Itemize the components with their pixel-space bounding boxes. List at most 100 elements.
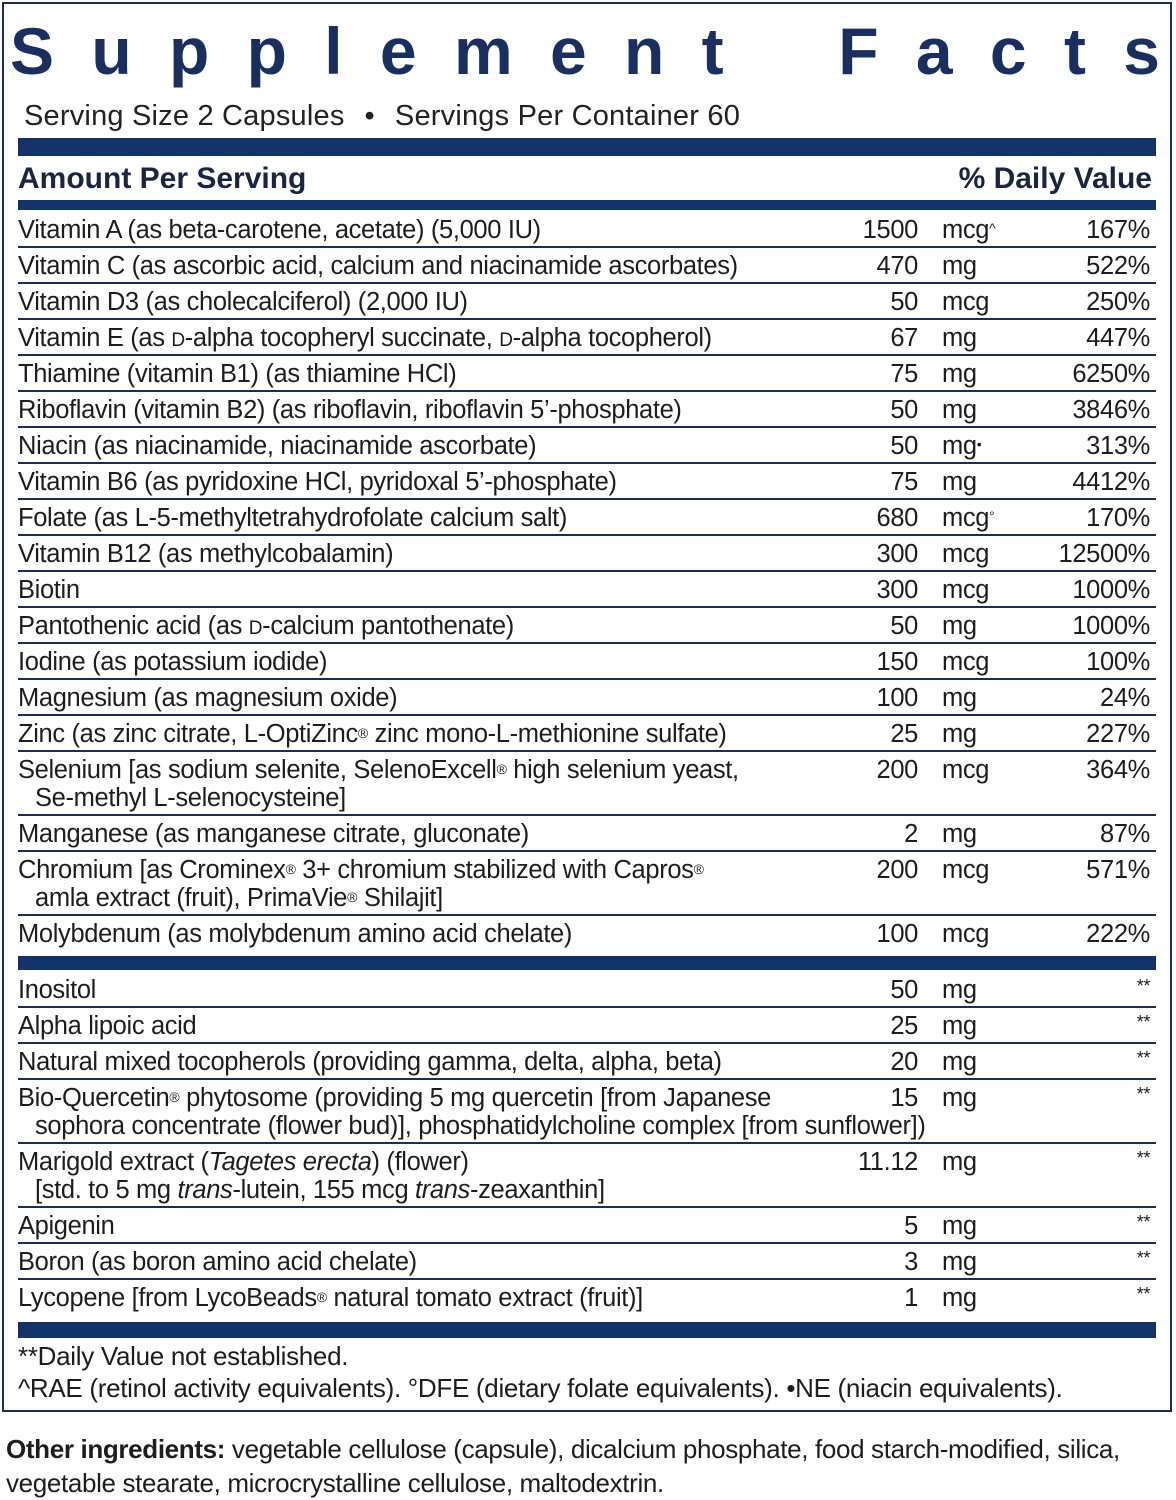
name-line: Vitamin E (as D-alpha tocopheryl succina… [18,324,712,352]
table-row: Zinc (as zinc citrate, L-OptiZinc® zinc … [18,716,1156,752]
name-line: Biotin [18,576,80,604]
name-segment: trans [415,1176,470,1204]
ingredient-name: Molybdenum (as molybdenum amino acid che… [18,920,858,948]
daily-value: 250% [1086,288,1150,316]
table-row: Vitamin B12 (as methylcobalamin) 300 mcg 12… [18,536,1156,572]
table-row: Magnesium (as magnesium oxide) 100 mg 24% [18,680,1156,716]
daily-value: 12500% [1058,540,1151,568]
name-segment: Folate (as L-5-methyltetrahydrofolate ca… [18,504,568,532]
ingredient-name: Vitamin B12 (as methylcobalamin) [18,540,858,568]
unit: mg [942,612,977,640]
daily-value: 87% [1100,820,1150,848]
table-row: Iodine (as potassium iodide) 150 mcg 100% [18,644,1156,680]
unit: mg [942,684,977,712]
unit: mg [942,1148,977,1176]
table-row: Lycopene [from LycoBeads® natural tomato… [18,1280,1156,1316]
table-row: Pantothenic acid (as D-calcium pantothen… [18,608,1156,644]
name-line: Pantothenic acid (as D-calcium pantothen… [18,612,514,640]
name-segment: trans [177,1176,233,1204]
name-line: Vitamin A (as beta-carotene, acetate) (5… [18,216,541,244]
name-segment: high selenium yeast, [506,756,739,784]
ingredient-name: Biotin [18,576,858,604]
unit-text: mg [942,1248,977,1276]
table-row: Thiamine (vitamin B1) (as thiamine HCl) 7… [18,356,1156,392]
name-line: Bio-Quercetin® phytosome (providing 5 mg… [18,1084,771,1112]
amount: 75 [890,360,918,388]
ingredient-name: Manganese (as manganese citrate, glucona… [18,820,858,848]
amount: 2 [904,820,918,848]
name-line: Vitamin B12 (as methylcobalamin) [18,540,394,568]
name-segment: Marigold extract ( [18,1148,209,1176]
daily-value: ** [1136,1012,1151,1032]
amount: 150 [876,648,919,676]
title-letter: m [453,14,513,88]
unit-text: mcg [942,504,990,532]
title-letter: a [915,14,953,88]
unit-text: mg [942,1284,977,1312]
unit: mcg [942,920,989,948]
name-segment: Chromium [as Crominex [18,856,286,884]
name-line: sophora concentrate (flower bud)], phosp… [18,1112,926,1140]
name-segment: ® [496,761,507,777]
title-letter: l [324,14,343,88]
daily-value: ** [1136,1048,1151,1068]
table-row: Folate (as L-5-methyltetrahydrofolate ca… [18,500,1156,536]
amount: 25 [890,1012,918,1040]
servings-per-container: Servings Per Container 60 [394,100,741,132]
amount: 75 [890,468,918,496]
ingredient-name: Vitamin E (as D-alpha tocopheryl succina… [18,324,858,355]
name-segment: ® [316,1289,327,1305]
name-segment: Alpha lipoic acid [18,1012,197,1040]
table-row: Chromium [as Crominex® 3+ chromium stabi… [18,852,1156,916]
amount: 5 [904,1212,918,1240]
name-segment: zinc mono-L-methionine sulfate) [367,720,727,748]
amount: 300 [876,540,919,568]
unit-text: mg [942,360,977,388]
table-row: Molybdenum (as molybdenum amino acid che… [18,916,1156,952]
name-line: Chromium [as Crominex® 3+ chromium stabi… [18,856,704,884]
title-letter: p [246,14,287,88]
name-segment: D [499,330,513,351]
footnote-mark: • [976,436,982,452]
name-segment: Pantothenic acid (as [18,612,249,640]
unit: mcg^ [942,216,996,244]
unit: mcg [942,576,989,604]
unit-text: mg [942,612,977,640]
unit: mg [942,1084,977,1112]
table-row: Apigenin 5 mg ** [18,1208,1156,1244]
footnote-equivalents: ^RAE (retinol activity equivalents). °DF… [18,1373,1063,1403]
name-line: Se-methyl L-selenocysteine] [18,784,858,812]
name-segment: ® [693,861,704,877]
daily-value: 24% [1100,684,1150,712]
amount: 15 [890,1084,918,1112]
ingredient-name: Magnesium (as magnesium oxide) [18,684,858,712]
name-line: Riboflavin (vitamin B2) (as riboflavin, … [18,396,682,424]
amount: 1500 [862,216,919,244]
name-segment: Vitamin A (as beta-carotene, acetate) (5… [18,216,541,244]
ingredient-name: Vitamin B6 (as pyridoxine HCl, pyridoxal… [18,468,858,496]
unit: mg [942,252,977,280]
title-letter: p [168,14,210,88]
name-segment: natural tomato extract (fruit)] [326,1284,643,1312]
unit: mg [942,1012,977,1040]
footnotes: **Daily Value not established. ^RAE (ret… [18,1340,1063,1404]
name-segment: Magnesium (as magnesium oxide) [18,684,398,712]
name-line: Niacin (as niacinamide, niacinamide asco… [18,432,537,460]
title-letter: F [838,14,879,88]
unit: mcg [942,648,989,676]
ingredient-name: Chromium [as Crominex® 3+ chromium stabi… [18,856,858,912]
unit: mcg° [942,504,995,532]
ingredient-name: Vitamin C (as ascorbic acid, calcium and… [18,252,858,280]
amount: 50 [890,976,918,1004]
divider-bar [18,138,1156,156]
ingredient-name: Bio-Quercetin® phytosome (providing 5 mg… [18,1084,926,1140]
unit: mcg [942,540,989,568]
daily-value: 170% [1086,504,1150,532]
name-segment: Vitamin B12 (as methylcobalamin) [18,540,394,568]
daily-value: 167% [1086,216,1150,244]
daily-value: 364% [1086,756,1150,784]
name-line: Manganese (as manganese citrate, glucona… [18,820,529,848]
name-segment: D [248,618,263,639]
amount: 300 [876,576,919,604]
daily-value: 3846% [1072,396,1150,424]
